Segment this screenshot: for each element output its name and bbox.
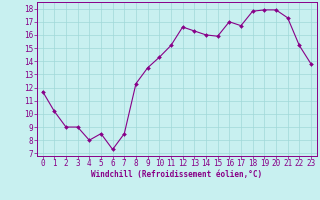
X-axis label: Windchill (Refroidissement éolien,°C): Windchill (Refroidissement éolien,°C) [91,170,262,179]
